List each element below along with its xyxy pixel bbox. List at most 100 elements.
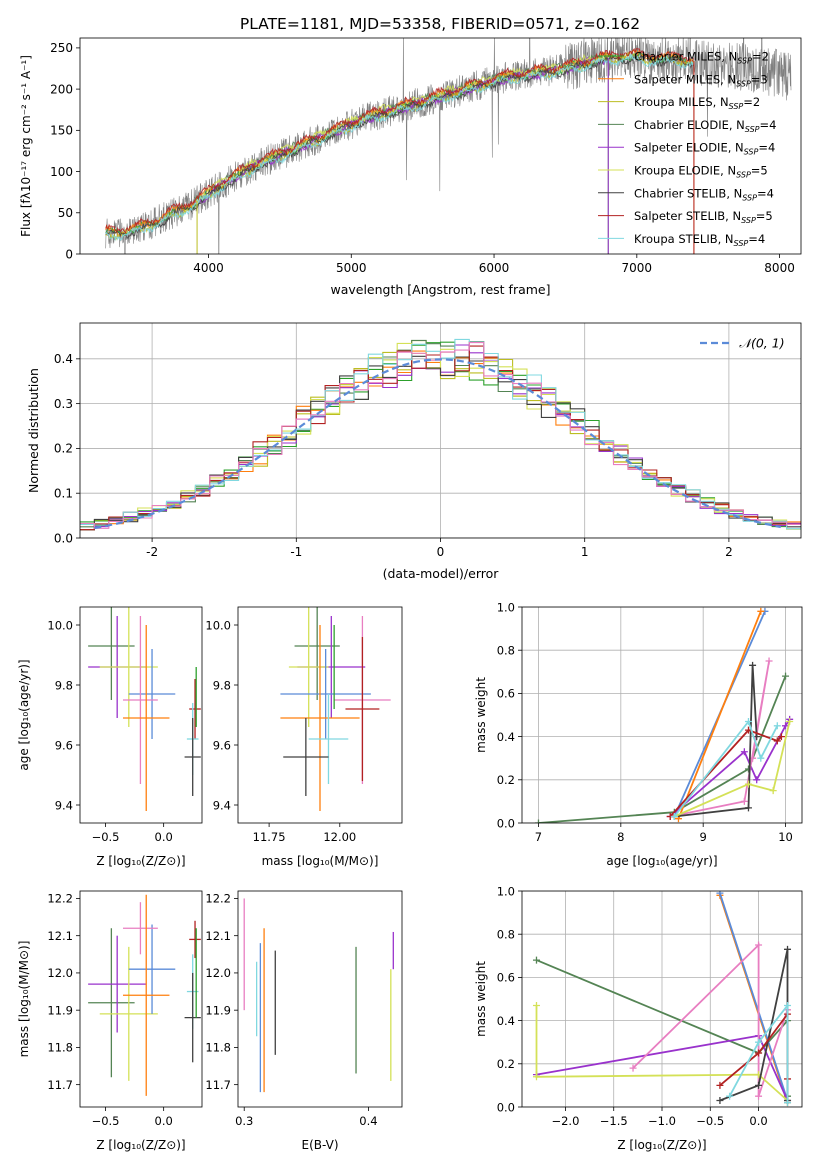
weight-line-7 [674,721,791,818]
y-tick-label: 0 [65,247,73,261]
legend-label-suffix: =4 [760,118,777,132]
legend-label-3: Kroupa MILES, NSSP=2 [634,95,760,111]
x-tick-label: -1 [290,545,302,559]
x-tick-label: 7 [535,830,542,844]
y-tick-label: 0.6 [497,971,515,985]
weight-marker [532,956,540,964]
legend-label-text: Chabrier ELODIE, N [634,118,745,132]
axes-frame [237,890,403,1108]
x-axis-label: age [log₁₀(age/yr)] [606,854,717,868]
weight-marker [532,1001,540,1009]
weight-marker [757,754,765,762]
legend-label-9: Kroupa STELIB, NSSP=4 [634,232,765,248]
mass-vs-z-axes: −0.5 0.0 11.7 11.8 11.9 12.0 12.1 12.2 Z [log₁₀(… [17,890,203,1152]
plot-area [522,607,802,823]
y-tick-label: 11.9 [205,1003,231,1017]
weight-line-9 [728,1002,789,1103]
x-tick-label: −0.5 [92,830,120,844]
legend-label-text: Kroupa ELODIE, N [634,164,736,178]
weight-marker [670,813,678,821]
y-tick-label: 0.2 [497,773,515,787]
y-tick-label: 10.0 [205,618,231,632]
legend-label-sub: SSP [737,57,752,66]
weight-marker [740,748,748,756]
y-tick-label: 0.1 [54,487,73,501]
x-axis-label: wavelength [Angstrom, rest frame] [330,282,550,297]
y-tick-label: 50 [58,206,73,220]
weight-marker [784,1001,792,1009]
legend-label-5: Salpeter ELODIE, NSSP=4 [634,141,775,157]
legend-label-suffix: =4 [757,186,774,200]
y-axis-label: Normed distribution [26,368,41,493]
y-tick-label: 9.8 [213,678,231,692]
weight-marker [786,717,794,725]
x-tick-label: −1.5 [600,1114,628,1128]
axes-frame [79,322,802,539]
y-tick-label: 9.4 [213,798,231,812]
weight-line-6 [535,1005,789,1102]
weight-marker [757,607,765,615]
y-tick-label: 150 [50,124,73,138]
weight-marker [755,1038,763,1046]
axes-frame [237,606,403,824]
residuals-axes: -2 -1 0 1 2 0.0 0.1 0.2 0.3 0.4 (data-model)/error… [26,322,802,581]
residual-histogram-7 [80,355,801,531]
model-line-7 [105,53,694,239]
y-tick-label: 9.4 [55,798,73,812]
y-tick-label: 0.8 [497,644,515,658]
weight-vs-age-axes: 7 8 9 10 0.0 0.2 0.4 0.6 0.8 1.0 age [log₁₀(age/yr… [474,600,803,868]
y-tick-label: 12.1 [47,929,73,943]
x-tick-label: −1.0 [648,1114,676,1128]
age-vs-mass-axes: 11.75 12.00 9.4 9.6 9.8 10.0 mass [log₁₀(M/M⊙)… [205,606,403,868]
y-axis-label: age [log₁₀(age/yr)] [17,659,31,770]
x-tick-label: 11.75 [253,830,286,844]
y-tick-label: 0.0 [54,531,73,545]
legend-label-text: Chabrier MILES, N [634,50,737,64]
weight-marker [716,891,724,897]
legend-label-4: Chabrier ELODIE, NSSP=4 [634,118,776,134]
weight-line-3 [677,610,762,820]
y-tick-label: 0.4 [54,352,73,366]
y-tick-label: 11.8 [47,1041,73,1055]
weight-marker [773,737,781,745]
x-tick-label: 10 [778,830,793,844]
legend-label-sub: SSP [741,216,756,225]
y-tick-label: 11.9 [47,1003,73,1017]
legend-label-sub: SSP [745,125,760,134]
y-tick-label: 12.2 [205,892,231,906]
weight-marker [769,787,777,795]
weight-marker [765,657,773,665]
y-tick-label: 9.8 [55,678,73,692]
plot-area [80,323,801,538]
x-tick-label: 8 [617,830,624,844]
weight-vs-z-axes: −2.0 −1.5 −1.0 −0.5 0.0 0.0 0.2 0.4 0.6 0.8 1.0 Z [… [474,884,803,1152]
x-tick-label: 0.3 [235,1114,253,1128]
x-tick-label: 0.0 [749,1114,767,1128]
weight-line-8 [669,729,783,818]
x-axis-label: Z [log₁₀(Z/Z⊙)] [96,1138,185,1152]
weight-marker [726,1092,734,1100]
x-tick-label: −0.5 [92,1114,120,1128]
weight-line-1 [538,675,787,823]
y-tick-label: 0.2 [497,1057,515,1071]
legend-label-suffix: =4 [758,141,775,155]
weight-marker [744,717,752,725]
legend-label-text: Kroupa STELIB, N [634,232,734,246]
legend-label-sub: SSP [736,79,751,88]
weight-marker [744,780,752,788]
legend-label-sub: SSP [729,102,744,111]
y-tick-label: 0.4 [497,1014,515,1028]
model-line-8 [105,47,694,234]
legend-label-suffix: =5 [751,164,768,178]
weight-marker [782,672,790,680]
x-tick-label: 12.00 [323,830,356,844]
legend-label-sub: SSP [742,193,757,202]
observed-spectrum-line [105,38,792,254]
x-tick-label: 4000 [193,261,224,275]
x-tick-label: 9 [700,830,707,844]
legend-label-suffix: =3 [751,72,768,86]
age-vs-z-axes: −0.5 0.0 9.4 9.6 9.8 10.0 Z [log₁₀(Z/Z⊙)] age [… [17,606,203,868]
legend-label-text: Salpeter STELIB, N [634,209,741,223]
y-tick-label: 11.8 [205,1041,231,1055]
